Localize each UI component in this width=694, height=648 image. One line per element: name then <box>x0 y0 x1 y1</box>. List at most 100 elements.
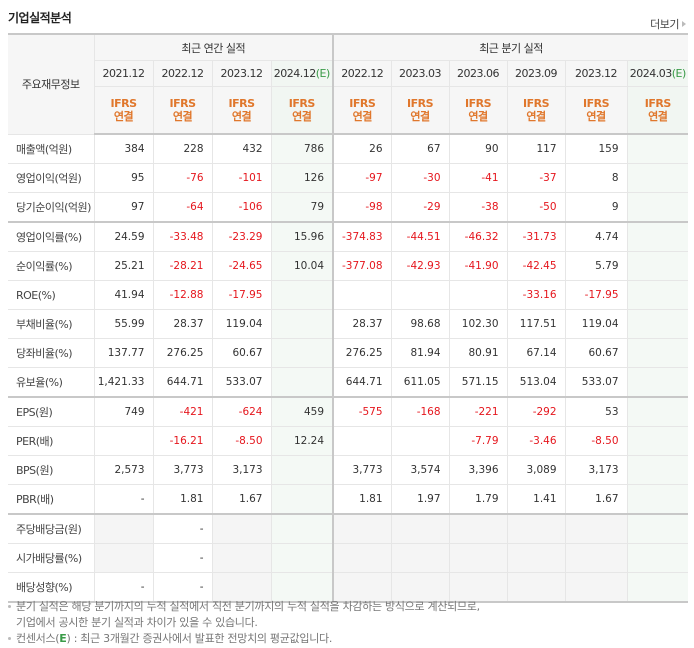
table-cell: 1.41 <box>506 484 566 515</box>
table-row: BPS(원) 2,573 3,773 3,173 3,773 3,574 3,396 3,08… <box>8 455 689 485</box>
corner-header: 주요재무정보 <box>8 33 95 135</box>
table-cell <box>626 251 689 281</box>
table-cell <box>564 572 628 603</box>
table-cell: 25.21 <box>93 251 154 281</box>
table-row: 순이익률(%) 25.21 -28.21 -24.65 10.04 -377.08 -42.… <box>8 251 689 281</box>
table-cell: 67 <box>390 133 450 164</box>
accounting-basis-header: IFRS 연결 <box>332 86 392 135</box>
more-link[interactable]: 더보기 <box>650 16 686 32</box>
table-cell <box>626 572 689 603</box>
table-cell: -24.65 <box>211 251 272 281</box>
table-cell: -42.93 <box>390 251 450 281</box>
table-cell <box>270 572 334 603</box>
table-row: 영업이익률(%) 24.59 -33.48 -23.29 15.96 -374.83 -44… <box>8 221 689 252</box>
row-label: 영업이익률(%) <box>8 221 95 252</box>
table-cell: - <box>93 572 154 603</box>
estimate-mark: (E) <box>671 67 687 80</box>
table-cell: -23.29 <box>211 221 272 252</box>
table-cell <box>626 163 689 193</box>
table-cell: 98.68 <box>390 309 450 339</box>
table-row: PBR(배) -1.81 1.67 1.81 1.97 1.79 1.41 1.67 <box>8 484 689 515</box>
row-label: 당기순이익(억원) <box>8 192 95 223</box>
ifrs-label: IFRS <box>583 97 610 110</box>
table-cell: 533.07 <box>564 367 628 398</box>
table-cell: 644.71 <box>332 367 392 398</box>
table-cell: 3,089 <box>506 455 566 485</box>
table-cell: -33.16 <box>506 280 566 310</box>
table-cell: -101 <box>211 163 272 193</box>
ifrs-label: IFRS <box>110 97 138 110</box>
period-header: 2021.12 <box>94 60 154 87</box>
row-label: 주당배당금(원) <box>8 513 95 544</box>
accounting-basis-header: IFRS 연결 <box>211 86 272 135</box>
row-label: 시가배당률(%) <box>8 543 95 573</box>
table-cell: -38 <box>448 192 508 223</box>
table-cell <box>626 309 689 339</box>
table-row: 매출액(억원) 384 228 432 786 26 67 90 117 159 <box>8 133 689 164</box>
ifrs-label: IFRS <box>169 97 197 110</box>
table-cell: -16.21 <box>152 426 213 456</box>
table-cell: 79 <box>270 192 334 223</box>
table-row: 배당성향(%) - - <box>8 572 689 603</box>
table-cell: 137.77 <box>93 338 154 368</box>
estimate-mark: E <box>59 632 67 645</box>
table-cell: 119.04 <box>211 309 272 339</box>
note-quarterly: 분기 실적은 해당 분기까지의 누적 실적에서 직전 분기까지의 누적 실적을 … <box>16 600 480 613</box>
table-cell <box>564 513 628 544</box>
table-cell: 3,574 <box>390 455 450 485</box>
table-cell <box>270 280 334 310</box>
table-cell: 67.14 <box>506 338 566 368</box>
table-cell: 513.04 <box>506 367 566 398</box>
row-label: BPS(원) <box>8 455 95 485</box>
period-header: 2024.03(E) <box>626 60 689 87</box>
table-cell <box>270 484 334 515</box>
table-cell: 15.96 <box>270 221 334 252</box>
table-cell: -17.95 <box>211 280 272 310</box>
table-cell <box>93 543 154 573</box>
table-cell <box>506 513 566 544</box>
row-label: ROE(%) <box>8 280 95 310</box>
estimate-mark: (E) <box>315 67 331 80</box>
table-cell: -168 <box>390 396 450 427</box>
table-cell: 533.07 <box>211 367 272 398</box>
table-cell: -44.51 <box>390 221 450 252</box>
accounting-basis-header: IFRS 연결 <box>506 86 566 135</box>
table-cell: 611.05 <box>390 367 450 398</box>
table-cell: 1.97 <box>390 484 450 515</box>
period-label: 2023.12 <box>575 67 618 80</box>
row-label: EPS(원) <box>8 396 95 427</box>
basis-label: 연결 <box>648 110 668 123</box>
bullet-icon <box>8 604 11 608</box>
accounting-basis-header: IFRS 연결 <box>564 86 628 135</box>
table-row: ROE(%) 41.94 -12.88 -17.95 -33.16 -17.95 <box>8 280 689 310</box>
table-cell <box>93 426 154 456</box>
table-cell: 81.94 <box>390 338 450 368</box>
table-cell <box>270 367 334 398</box>
accounting-basis-header: IFRS 연결 <box>270 86 334 135</box>
table-cell: 571.15 <box>448 367 508 398</box>
row-label: 영업이익(억원) <box>8 163 95 193</box>
table-cell: -76 <box>152 163 213 193</box>
more-label: 더보기 <box>650 18 679 31</box>
table-cell <box>211 513 272 544</box>
accounting-basis-header: IFRS 연결 <box>152 86 213 135</box>
table-cell: -28.21 <box>152 251 213 281</box>
period-header: 2022.12 <box>152 60 213 87</box>
table-cell <box>390 280 450 310</box>
table-cell: -3.46 <box>506 426 566 456</box>
table-cell: -292 <box>506 396 566 427</box>
table-cell: 1.81 <box>332 484 392 515</box>
table-row: 당기순이익(억원) 97 -64 -106 79 -98 -29 -38 -50 9 <box>8 192 689 223</box>
ifrs-label: IFRS <box>228 97 256 110</box>
table-cell: 53 <box>564 396 628 427</box>
table-row: 영업이익(억원) 95 -76 -101 126 -97 -30 -41 -37 8 <box>8 163 689 193</box>
basis-label: 연결 <box>352 110 373 123</box>
table-cell: -421 <box>152 396 213 427</box>
table-cell <box>448 280 508 310</box>
row-label: 순이익률(%) <box>8 251 95 281</box>
table-cell: 1.79 <box>448 484 508 515</box>
basis-label: 연결 <box>586 110 606 123</box>
table-cell: -624 <box>211 396 272 427</box>
table-cell: -42.45 <box>506 251 566 281</box>
table-cell: -46.32 <box>448 221 508 252</box>
